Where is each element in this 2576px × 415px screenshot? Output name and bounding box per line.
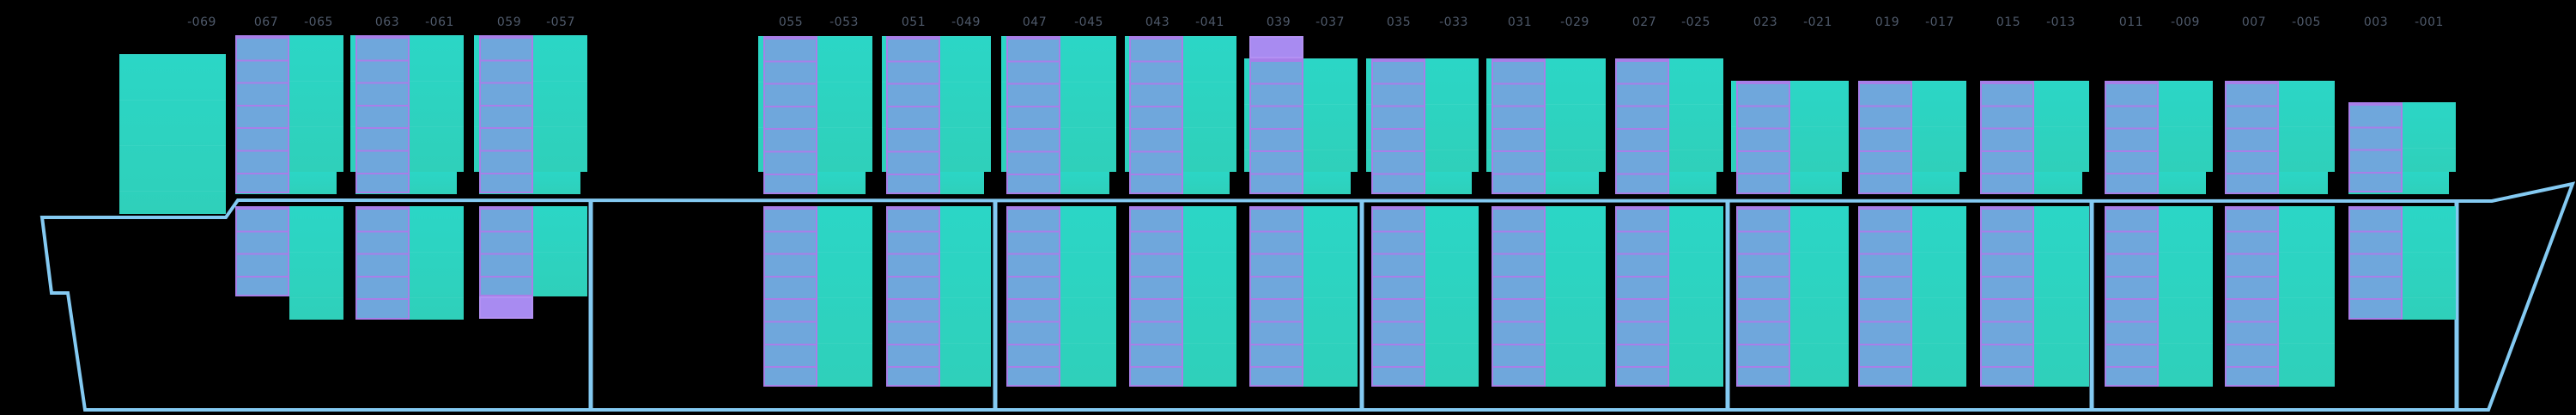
bay-063-below-blue-column[interactable]: [355, 206, 410, 320]
bay-039-above-purple-cell[interactable]: [1249, 36, 1303, 59]
bay-label: 023: [1753, 15, 1778, 29]
bay-003-below-blue-column[interactable]: [2348, 206, 2403, 320]
bay-027-below-blue-column[interactable]: [1615, 206, 1669, 388]
bay-label: 051: [901, 15, 927, 29]
bay-005-below-teal-column[interactable]: [2279, 206, 2335, 388]
bay-025-below-teal-column[interactable]: [1669, 206, 1723, 388]
bay-031-below-blue-column[interactable]: [1492, 206, 1546, 388]
bay-label: -065: [304, 15, 333, 29]
bay-023-below-blue-column[interactable]: [1736, 206, 1790, 388]
bay-label: -009: [2171, 15, 2200, 29]
bay-039-above-blue-column[interactable]: [1249, 58, 1303, 195]
bay-label: -029: [1560, 15, 1589, 29]
bay-057-below-teal-column[interactable]: [533, 206, 587, 297]
bay-001-below-teal-column[interactable]: [2403, 206, 2456, 320]
bay-035-above-blue-column[interactable]: [1371, 58, 1425, 194]
bay-label: -025: [1681, 15, 1710, 29]
bay-label: -045: [1074, 15, 1103, 29]
bay-047-above-blue-column[interactable]: [1006, 36, 1060, 195]
bay-label: 047: [1022, 15, 1048, 29]
bay-007-above-blue-column[interactable]: [2225, 81, 2279, 194]
bay-065-below-teal-column[interactable]: [289, 206, 343, 320]
bay-label: -005: [2292, 15, 2321, 29]
bay-037-below-teal-column[interactable]: [1303, 206, 1358, 388]
hull-outline-shape: [39, 181, 2576, 412]
bay-059-below-blue-column[interactable]: [479, 206, 533, 297]
bay-035-below-blue-column[interactable]: [1371, 206, 1425, 388]
bay-041-below-teal-column[interactable]: [1183, 206, 1236, 388]
bay-label: -033: [1439, 15, 1468, 29]
bay-059-above-blue-column[interactable]: [479, 35, 533, 194]
bay-label: 039: [1266, 15, 1291, 29]
bay-055-below-blue-column[interactable]: [763, 206, 817, 388]
bay-043-below-blue-column[interactable]: [1129, 206, 1183, 388]
bay-label: -017: [1925, 15, 1954, 29]
bay-017-below-teal-column[interactable]: [1912, 206, 1966, 388]
bay-label: -001: [2415, 15, 2444, 29]
bay-label: 043: [1145, 15, 1170, 29]
bay-019-above-blue-column[interactable]: [1858, 81, 1912, 194]
stern-bay-069-block[interactable]: [119, 54, 226, 214]
bay-label: -049: [951, 15, 981, 29]
bay-label: -041: [1195, 15, 1224, 29]
bay-049-below-teal-column[interactable]: [940, 206, 991, 388]
bay-label: 027: [1631, 15, 1657, 29]
bay-033-below-teal-column[interactable]: [1425, 206, 1479, 388]
bay-021-below-teal-column[interactable]: [1790, 206, 1849, 388]
bay-051-above-blue-column[interactable]: [886, 36, 940, 195]
bay-label: -061: [425, 15, 454, 29]
bay-015-above-blue-column[interactable]: [1980, 81, 2034, 194]
bay-063-above-blue-column[interactable]: [355, 35, 410, 194]
bay-061-below-teal-column[interactable]: [410, 206, 464, 320]
bay-label: 059: [496, 15, 522, 29]
bay-011-above-blue-column[interactable]: [2105, 81, 2159, 194]
bay-027-above-blue-column[interactable]: [1615, 58, 1669, 194]
bay-label: -053: [829, 15, 859, 29]
bay-label: 011: [2118, 15, 2144, 29]
bay-label: -013: [2046, 15, 2075, 29]
bay-019-below-blue-column[interactable]: [1858, 206, 1912, 388]
bay-009-below-teal-column[interactable]: [2159, 206, 2213, 388]
bay-011-below-blue-column[interactable]: [2105, 206, 2159, 388]
bay-055-above-blue-column[interactable]: [763, 36, 817, 195]
bay-067-above-blue-column[interactable]: [235, 35, 289, 194]
bay-059-below-purple-cell[interactable]: [479, 296, 533, 320]
bay-043-above-blue-column[interactable]: [1129, 36, 1183, 195]
bay-015-below-blue-column[interactable]: [1980, 206, 2034, 388]
bay-label: -037: [1315, 15, 1345, 29]
bay-label: -057: [546, 15, 575, 29]
bay-023-above-blue-column[interactable]: [1736, 81, 1790, 194]
bay-051-below-blue-column[interactable]: [886, 206, 940, 388]
bay-label: -069: [187, 15, 216, 29]
bay-label: 035: [1386, 15, 1412, 29]
bay-045-below-teal-column[interactable]: [1060, 206, 1116, 388]
bay-label: 015: [1996, 15, 2021, 29]
bay-label: 019: [1874, 15, 1900, 29]
bay-label: 031: [1507, 15, 1533, 29]
bay-label: 003: [2363, 15, 2389, 29]
bay-label: 007: [2241, 15, 2267, 29]
bay-003-above-blue-column[interactable]: [2348, 102, 2403, 193]
bay-007-below-blue-column[interactable]: [2225, 206, 2279, 388]
bay-label: -021: [1803, 15, 1832, 29]
bay-031-above-blue-column[interactable]: [1492, 58, 1546, 194]
bay-013-below-teal-column[interactable]: [2034, 206, 2089, 388]
bay-047-below-blue-column[interactable]: [1006, 206, 1060, 388]
bay-029-below-teal-column[interactable]: [1546, 206, 1606, 388]
bay-039-below-blue-column[interactable]: [1249, 206, 1303, 388]
bay-053-below-teal-column[interactable]: [817, 206, 872, 388]
bay-label: 063: [374, 15, 400, 29]
bay-label: 055: [778, 15, 804, 29]
bay-label: 067: [253, 15, 279, 29]
bay-067-below-blue-column[interactable]: [235, 206, 289, 297]
